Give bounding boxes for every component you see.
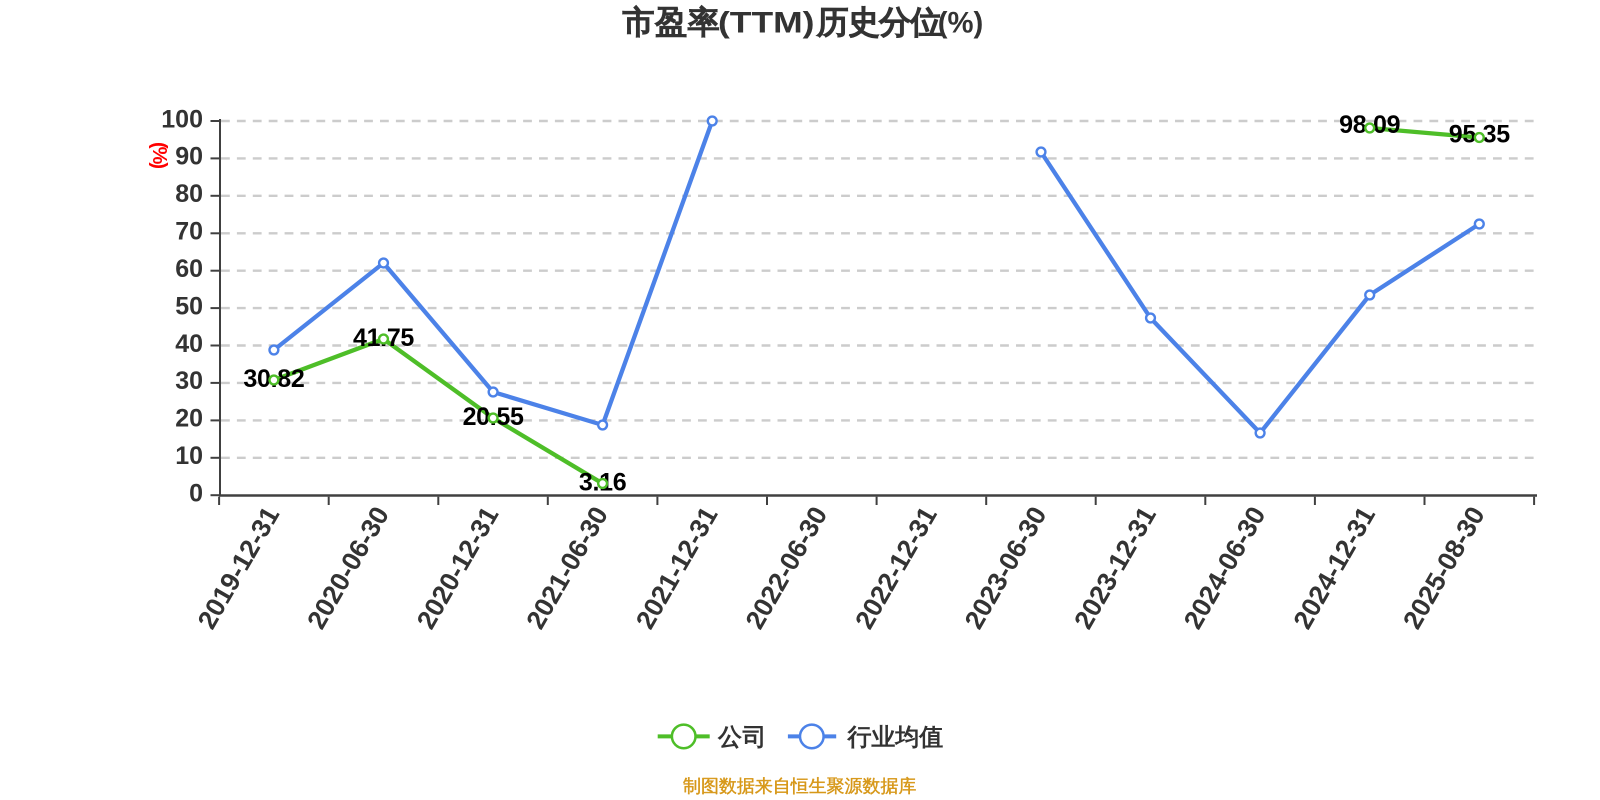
- svg-text:20: 20: [175, 405, 203, 433]
- svg-text:10: 10: [175, 442, 203, 470]
- svg-text:(%): (%): [938, 7, 984, 40]
- svg-text:30: 30: [175, 367, 203, 395]
- svg-text:90: 90: [175, 143, 203, 171]
- svg-text:50: 50: [175, 292, 203, 320]
- svg-text:70: 70: [175, 218, 203, 246]
- svg-text:(%): (%): [148, 142, 170, 169]
- svg-text:(TTM): (TTM): [718, 7, 815, 40]
- svg-text:0: 0: [189, 480, 203, 508]
- svg-text:80: 80: [175, 180, 203, 208]
- svg-text:100: 100: [161, 105, 203, 133]
- svg-text:60: 60: [175, 255, 203, 283]
- svg-text:40: 40: [175, 330, 203, 358]
